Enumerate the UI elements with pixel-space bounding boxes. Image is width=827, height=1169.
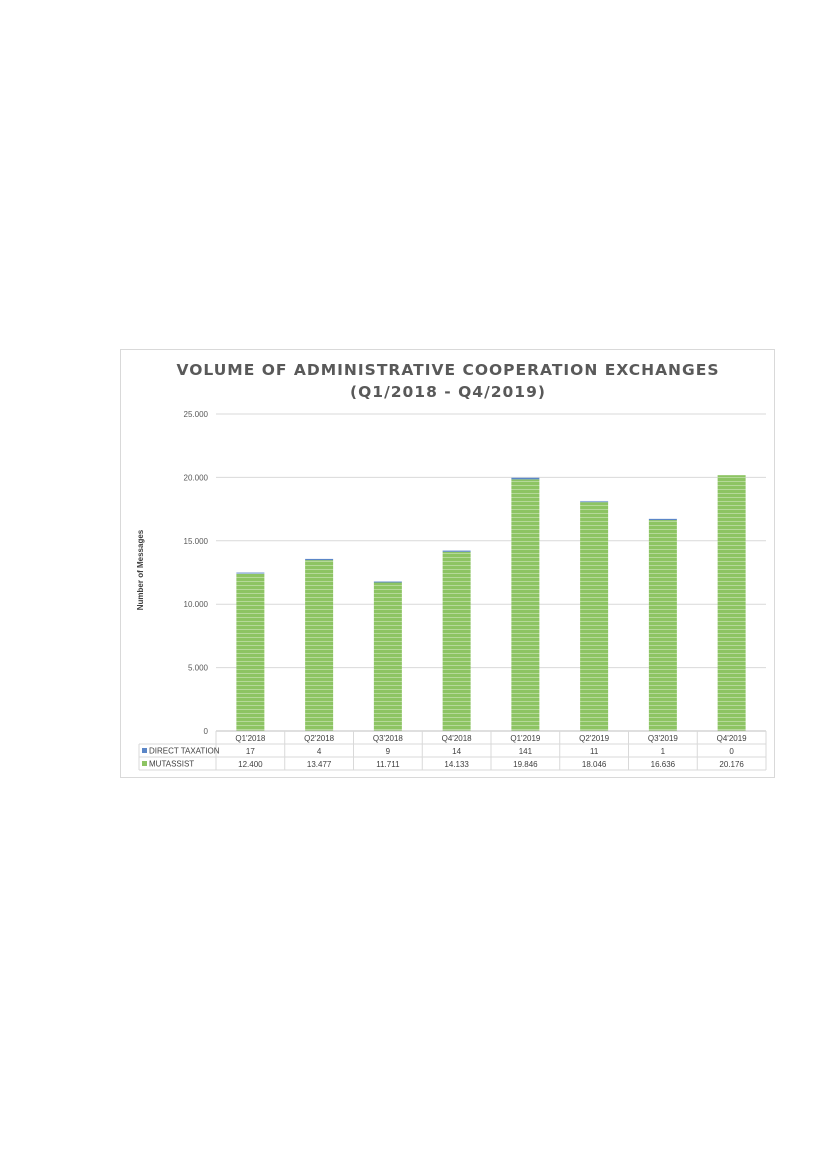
data-label: 20.176 [719,760,744,769]
x-tick-label: Q1'2018 [235,734,266,743]
bar-mutassist [373,582,402,731]
bar-mutassist [580,502,609,731]
data-label: 16.636 [651,760,676,769]
x-tick-label: Q3'2019 [648,734,679,743]
bar-mutassist [305,560,334,731]
bar-mutassist [442,551,471,731]
bar-direct-taxation [373,581,402,583]
bar-direct-taxation [442,550,471,552]
bar-direct-taxation [648,518,677,521]
grid-layer [216,413,766,732]
data-label: 141 [519,747,533,756]
bar-direct-taxation [580,500,609,503]
bar-mutassist [717,475,746,731]
y-tick-label: 5.000 [188,664,209,673]
y-tick-label: 25.000 [184,410,209,419]
chart-title: VOLUME OF ADMINISTRATIVE COOPERATION EXC… [176,361,719,379]
y-axis-label: Number of Messages [136,529,145,610]
y-tick-label: 20.000 [184,473,209,482]
data-label: 11 [590,747,599,756]
chart-svg: VOLUME OF ADMINISTRATIVE COOPERATION EXC… [136,361,767,771]
y-tick-label: 0 [204,727,209,736]
legend-label: MUTASSIST [149,760,194,769]
bar-mutassist [648,520,677,731]
x-tick-label: Q4'2019 [717,734,748,743]
data-label: 14.133 [444,760,469,769]
bar-direct-taxation [511,477,540,480]
x-tick-label: Q1'2019 [510,734,541,743]
data-label: 13.477 [307,760,332,769]
data-label: 9 [386,747,391,756]
data-label: 19.846 [513,760,538,769]
x-tick-label: Q2'2018 [304,734,335,743]
x-tick-label: Q2'2019 [579,734,610,743]
data-label: 11.711 [376,760,400,769]
bar-mutassist [511,479,540,731]
data-label: 18.046 [582,760,607,769]
bar-mutassist [236,573,265,731]
data-label: 17 [246,747,255,756]
data-label: 14 [452,747,461,756]
x-tick-label: Q4'2018 [442,734,473,743]
y-tick-label: 10.000 [184,600,209,609]
legend-label: DIRECT TAXATION [149,747,220,756]
y-tick-layer: 0 5.000 10.000 15.000 20.000 25.000 [184,410,209,736]
bar-direct-taxation [236,572,265,574]
data-label: 0 [729,747,734,756]
chart-subtitle: (Q1/2018 - Q4/2019) [350,383,546,401]
data-table: Q1'2018 Q2'2018 Q3'2018 Q4'2018 Q1'2019 Q2'20… [138,730,767,771]
bar-direct-taxation [305,558,334,561]
data-label: 1 [661,747,666,756]
data-label: 12.400 [238,760,263,769]
y-tick-label: 15.000 [184,537,209,546]
legend-swatch [142,748,147,753]
legend-swatch [142,761,147,766]
data-label: 4 [317,747,322,756]
chart-frame: VOLUME OF ADMINISTRATIVE COOPERATION EXC… [120,349,775,778]
bar-layer [236,475,746,731]
x-tick-label: Q3'2018 [373,734,404,743]
